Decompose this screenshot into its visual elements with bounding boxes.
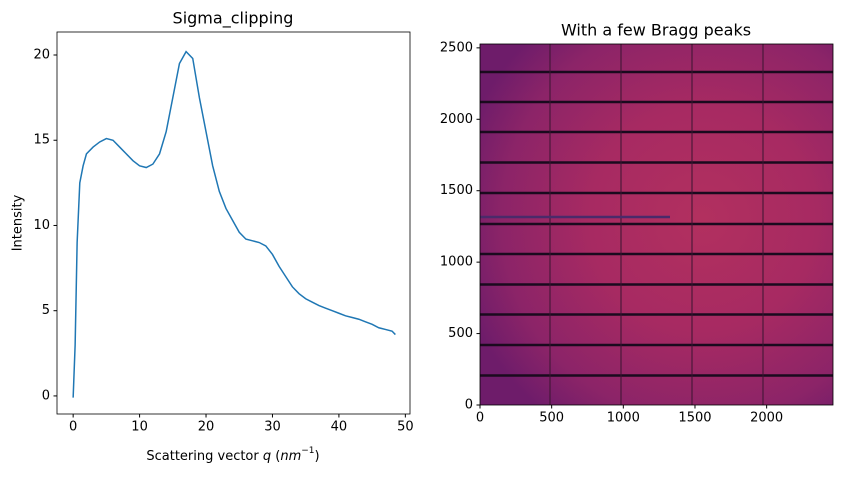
y-tick-label: 10 <box>33 218 50 233</box>
x-label-part: nm <box>280 449 301 464</box>
x-label-part: Scattering vector <box>146 449 263 464</box>
x-label-part: ) <box>315 449 320 464</box>
left-axes: Sigma_clipping Intensity Scattering vect… <box>11 9 414 464</box>
chart-title: Sigma_clipping <box>173 9 294 29</box>
x-tick-label: 20 <box>198 420 215 435</box>
data-line <box>72 50 396 398</box>
x-tick-label: 500 <box>539 411 564 426</box>
y-tick-label: 500 <box>448 326 473 341</box>
x-label-part: −1 <box>301 446 314 456</box>
x-tick-label: 40 <box>331 420 348 435</box>
x-tick-label: 50 <box>397 420 414 435</box>
y-tick-label: 20 <box>33 48 50 63</box>
y-axis-label: Intensity <box>11 194 26 251</box>
x-tick-label: 0 <box>69 420 77 435</box>
y-tick-label: 0 <box>465 398 473 413</box>
x-tick-label: 2000 <box>750 411 783 426</box>
x-tick-label: 0 <box>476 411 484 426</box>
axes-frame <box>479 43 834 406</box>
module-gaps-vertical <box>549 44 764 405</box>
y-tick-label: 1000 <box>440 255 473 270</box>
x-tick-label: 1000 <box>607 411 640 426</box>
module-gaps <box>480 70 833 377</box>
y-tick-label: 0 <box>42 388 50 403</box>
x-axis-label: Scattering vector q (nm−1) <box>146 446 319 464</box>
x-tick-label: 30 <box>264 420 281 435</box>
y-tick-label: 1500 <box>440 183 473 198</box>
chart-title: With a few Bragg peaks <box>561 21 751 40</box>
x-tick-label: 10 <box>131 420 148 435</box>
y-tick-label: 2500 <box>440 40 473 55</box>
y-tick-label: 15 <box>33 133 50 148</box>
x-label-part: q <box>263 449 271 464</box>
x-label-part: ( <box>271 449 280 464</box>
axes-frame <box>56 31 411 415</box>
x-tick-label: 1500 <box>678 411 711 426</box>
y-tick-label: 5 <box>42 303 50 318</box>
y-tick-label: 2000 <box>440 112 473 127</box>
right-axes: With a few Bragg peaks 0 500 1000 1500 2000 0… <box>440 21 834 426</box>
